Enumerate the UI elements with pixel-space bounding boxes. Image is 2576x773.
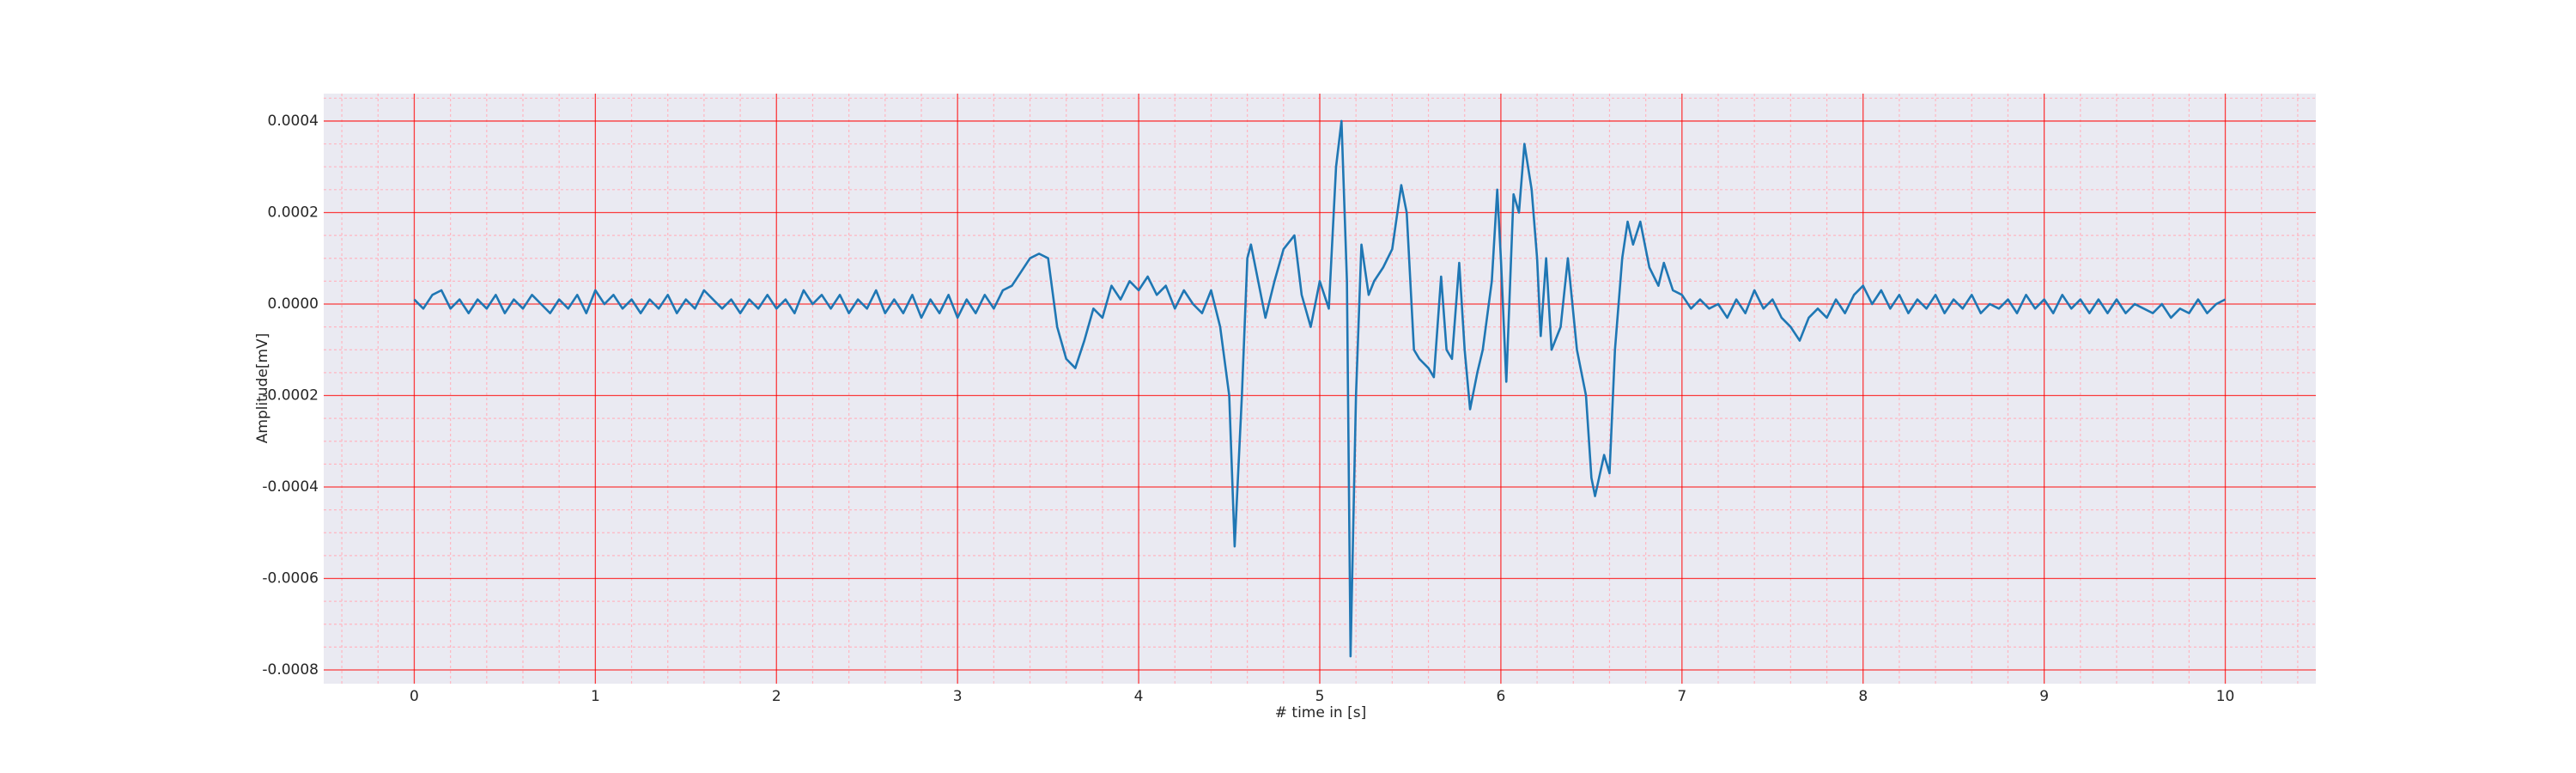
x-tick-label: 7 <box>1677 688 1686 705</box>
y-tick-label: -0.0002 <box>262 386 319 404</box>
x-tick-label: 0 <box>410 688 419 705</box>
x-tick-label: 2 <box>772 688 781 705</box>
x-tick-label: 3 <box>953 688 963 705</box>
x-tick-label: 10 <box>2216 688 2235 705</box>
y-tick-label: 0.0002 <box>268 204 319 221</box>
y-axis-label: Amplitude[mV] <box>254 333 271 444</box>
x-tick-label: 1 <box>591 688 600 705</box>
x-tick-label: 6 <box>1496 688 1505 705</box>
x-axis-label: # time in [s] <box>1275 704 1366 721</box>
x-tick-label: 8 <box>1858 688 1868 705</box>
data-line <box>413 119 2227 658</box>
y-tick-label: 0.0004 <box>268 113 319 130</box>
y-tick-label: -0.0006 <box>262 570 319 587</box>
y-tick-label: -0.0004 <box>262 478 319 496</box>
x-tick-label: 9 <box>2039 688 2049 705</box>
x-tick-label: 5 <box>1315 688 1325 705</box>
x-tick-label: 4 <box>1134 688 1144 705</box>
y-tick-label: -0.0008 <box>262 661 319 679</box>
y-tick-label: 0.0000 <box>268 295 319 313</box>
